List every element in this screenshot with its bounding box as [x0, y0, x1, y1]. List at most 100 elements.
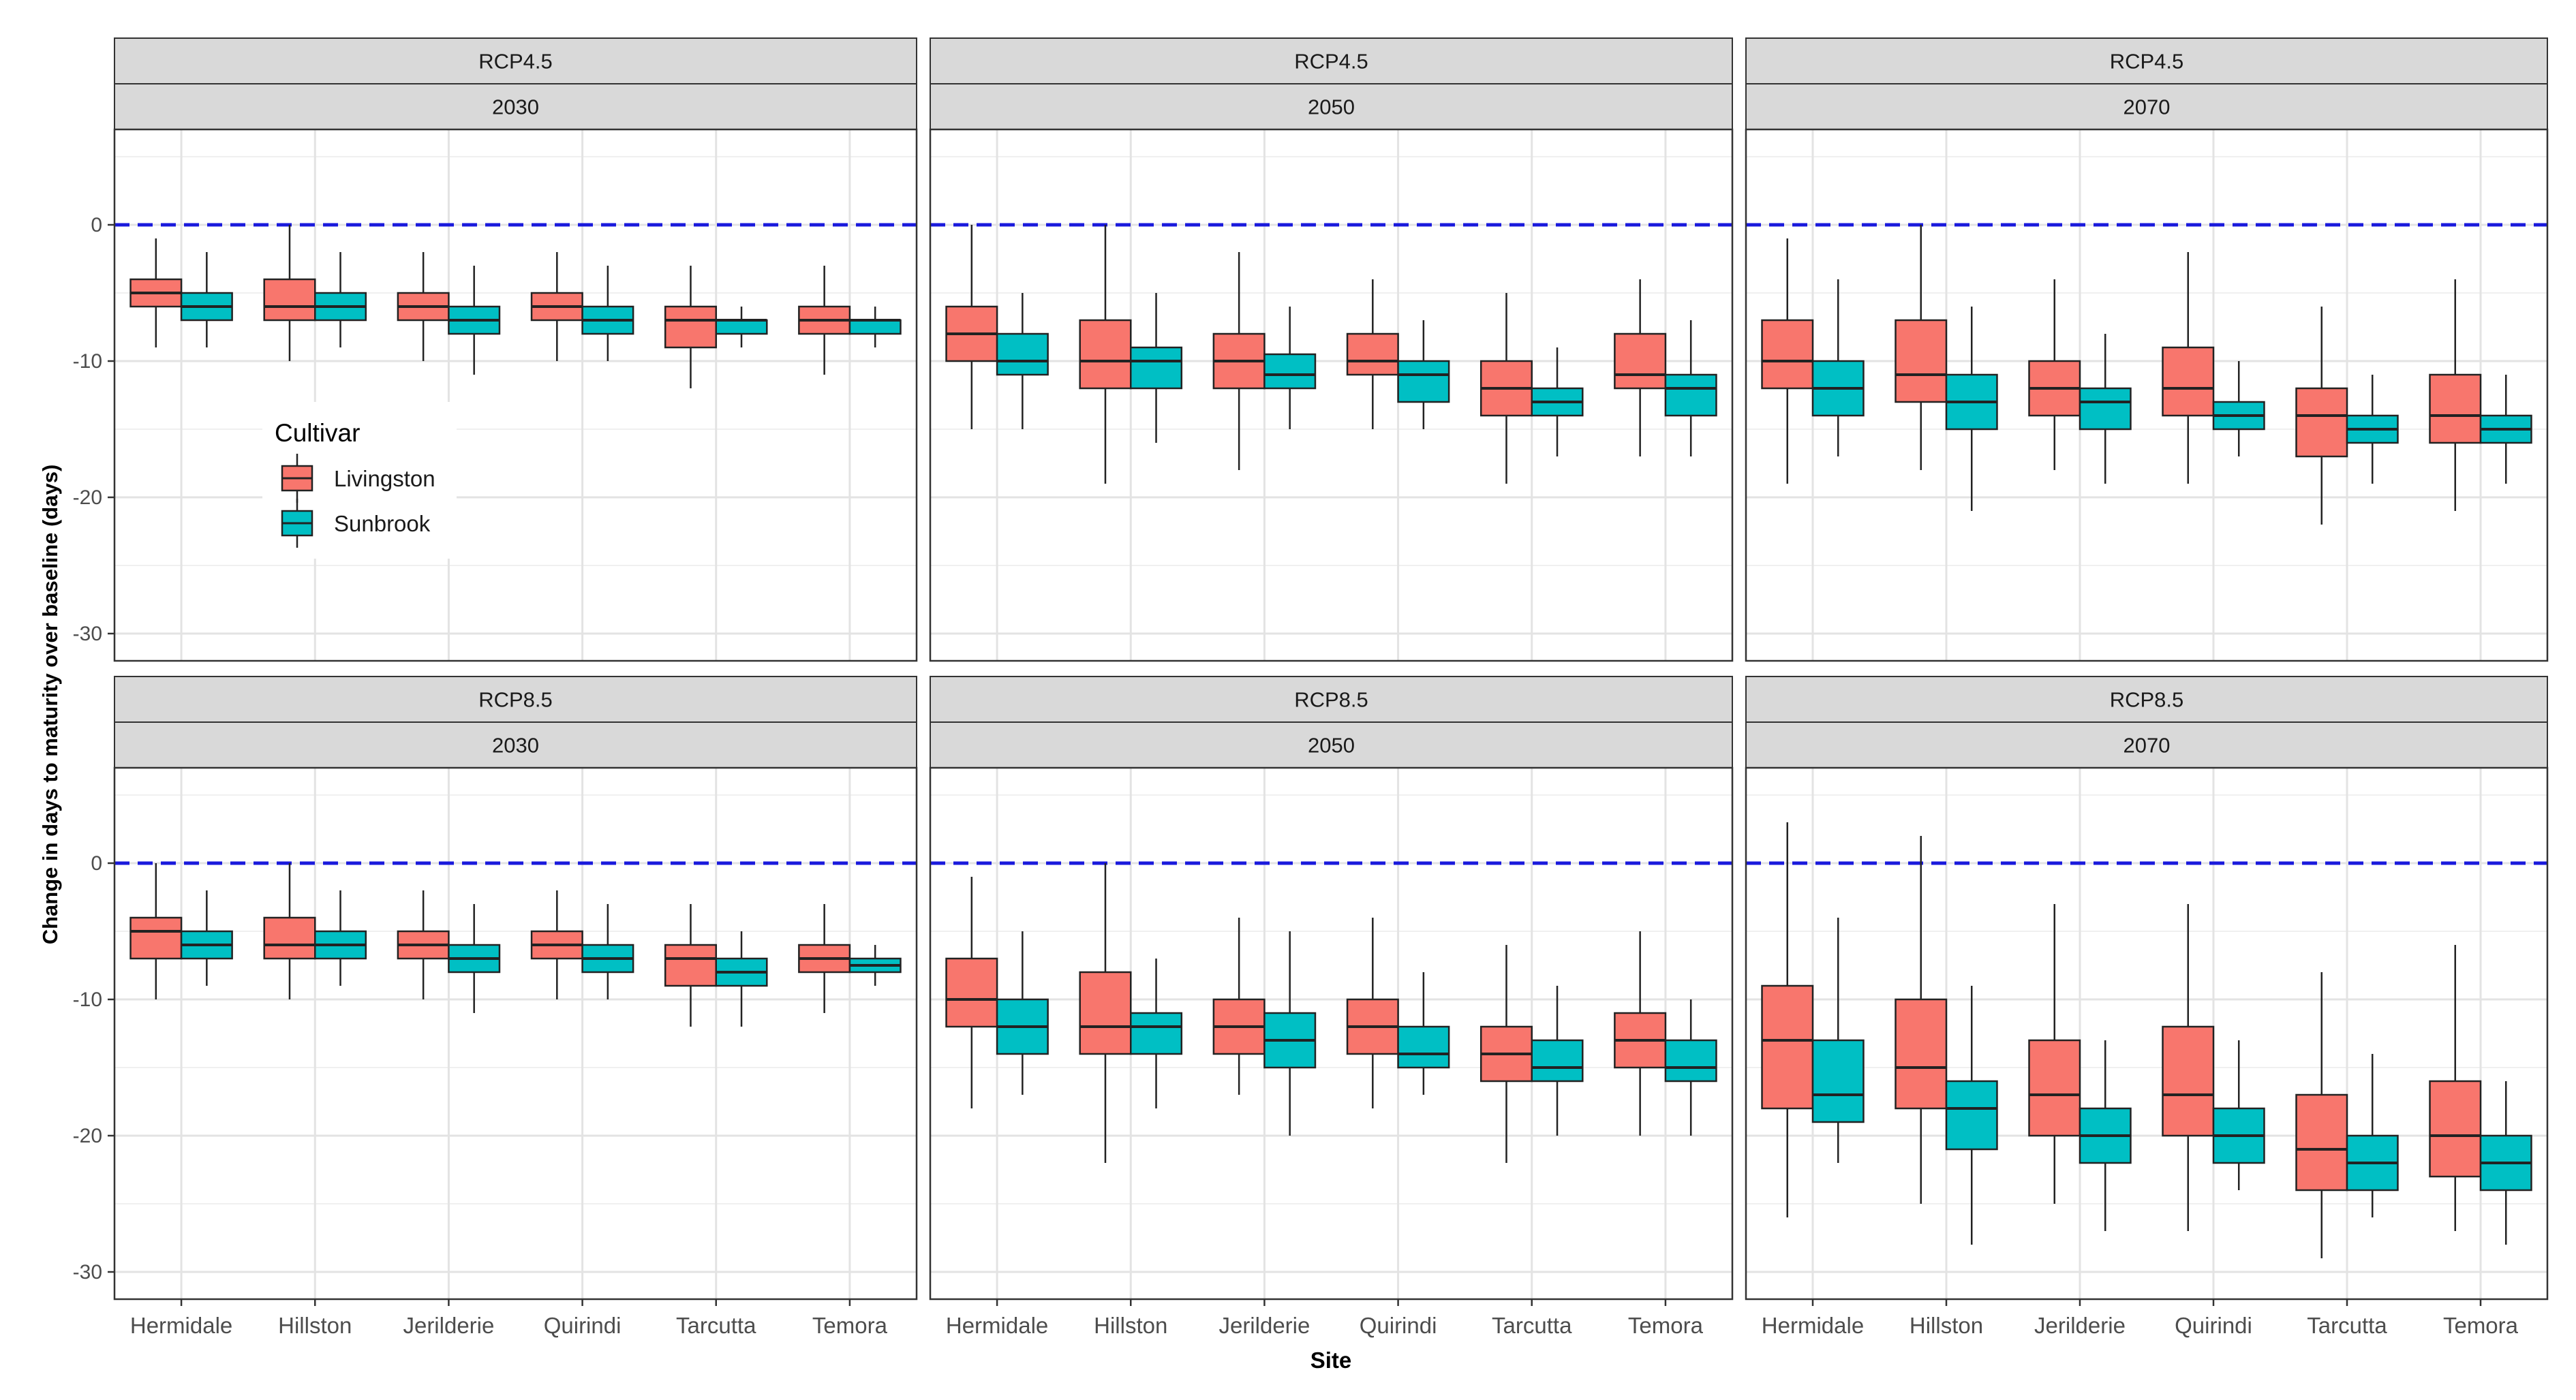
box-livingston-hillston [1895, 225, 1948, 470]
x-tick-label: Jerilderie [403, 1313, 494, 1338]
y-tick-label: 0 [91, 852, 102, 875]
panel-RCP8.5-2050: RCP8.5 2050 Hermidale Hillston Jerilderie Qui… [929, 676, 1734, 1338]
box-body [2162, 346, 2215, 417]
y-tick-label: -30 [73, 1261, 102, 1284]
box-body [129, 916, 183, 960]
box-sunbrook-hermidale [180, 890, 233, 986]
box-livingston-jerilderie [2028, 904, 2081, 1204]
box-sunbrook-quirindi [581, 266, 634, 361]
strip-scenario [114, 37, 917, 84]
box-sunbrook-jerilderie [2079, 1040, 2132, 1231]
strip-year [114, 83, 917, 130]
box-body [1895, 319, 1948, 403]
box-body [1079, 971, 1132, 1055]
box-livingston-hermidale [945, 877, 998, 1108]
x-tick-label: Hermidale [130, 1313, 232, 1338]
box-body [2028, 1039, 2081, 1137]
box-sunbrook-jerilderie [1263, 307, 1317, 429]
box-body [2162, 1025, 2215, 1137]
box-body [1130, 346, 1183, 390]
box-livingston-quirindi [2162, 904, 2215, 1231]
panel-background [114, 129, 917, 661]
box-body [1531, 1039, 1584, 1083]
box-livingston-hillston [1079, 863, 1132, 1163]
box-livingston-hermidale [129, 863, 183, 999]
box-body [263, 916, 316, 960]
x-tick-label: Hermidale [1762, 1313, 1864, 1338]
box-livingston-tarcutta [2295, 307, 2348, 525]
y-tick-label: -20 [73, 486, 102, 509]
box-sunbrook-tarcutta [1531, 986, 1584, 1136]
box-body [1664, 1039, 1717, 1083]
box-sunbrook-hermidale [1811, 918, 1865, 1163]
facet-panels: RCP4.5 2030 0 -10 -20 -30 RCP4.5 2050 RCP4.5 2070… [73, 37, 2549, 1338]
strip-year [1745, 721, 2548, 768]
box-body [715, 319, 768, 335]
box-sunbrook-hillston [1945, 307, 1998, 511]
box-body [664, 305, 717, 349]
strip-year [114, 721, 917, 768]
x-tick-label: Tarcutta [676, 1313, 756, 1338]
panel-background [930, 768, 1732, 1299]
x-tick-label: Hillston [278, 1313, 352, 1338]
panel-RCP4.5-2050: RCP4.5 2050 [929, 37, 1734, 662]
box-livingston-quirindi [530, 890, 583, 999]
box-body [1397, 360, 1450, 403]
strip-scenario [930, 37, 1733, 84]
box-body [1346, 332, 1399, 376]
x-tick-label: Jerilderie [1218, 1313, 1310, 1338]
box-body [664, 944, 717, 987]
box-sunbrook-hermidale [996, 293, 1049, 429]
panel-background [1746, 768, 2547, 1299]
x-tick-label: Temora [812, 1313, 888, 1338]
box-body [263, 278, 316, 322]
y-tick-label: -30 [73, 623, 102, 645]
y-axis-title: Change in days to maturity over baseline… [38, 465, 62, 945]
x-tick-label: Quirindi [2175, 1313, 2252, 1338]
box-sunbrook-quirindi [1397, 972, 1450, 1095]
x-tick-label: Temora [2443, 1313, 2519, 1338]
box-body [2079, 387, 2132, 431]
box-sunbrook-temora [848, 307, 902, 347]
strip-year-label: 2030 [492, 95, 539, 119]
panel-RCP4.5-2070: RCP4.5 2070 [1745, 37, 2549, 662]
box-body [996, 332, 1049, 376]
box-sunbrook-temora [1664, 999, 1717, 1136]
x-axis-title: Site [1310, 1348, 1352, 1373]
box-livingston-quirindi [1346, 279, 1399, 429]
box-sunbrook-quirindi [2212, 1040, 2265, 1190]
box-livingston-jerilderie [397, 252, 450, 361]
x-tick-label: Quirindi [1360, 1313, 1437, 1338]
x-tick-label: Tarcutta [2307, 1313, 2387, 1338]
strip-year [930, 83, 1733, 130]
strip-scenario [114, 676, 917, 723]
box-sunbrook-hermidale [996, 931, 1049, 1095]
x-tick-label: Hillston [1094, 1313, 1167, 1338]
box-sunbrook-quirindi [1397, 320, 1450, 429]
box-livingston-temora [1614, 931, 1667, 1136]
box-body [1761, 984, 1814, 1110]
panel-RCP8.5-2070: RCP8.5 2070 Hermidale Hillston Jerilderie Qui… [1745, 676, 2549, 1338]
box-body [2429, 1080, 2482, 1178]
box-body [1079, 319, 1132, 390]
box-livingston-hermidale [1761, 238, 1814, 484]
box-sunbrook-quirindi [2212, 361, 2265, 456]
panel-background [114, 768, 917, 1299]
panel-border [113, 128, 918, 662]
box-livingston-temora [2429, 279, 2482, 511]
box-sunbrook-jerilderie [1263, 931, 1317, 1136]
box-livingston-jerilderie [397, 890, 450, 999]
x-tick-label: Temora [1628, 1313, 1704, 1338]
panel-RCP8.5-2030: RCP8.5 2030 0 -10 -20 -30 Hermidale Hillston Jer… [73, 676, 918, 1338]
strip-year-label: 2070 [2123, 95, 2171, 119]
box-body [2429, 373, 2482, 444]
box-livingston-hermidale [1761, 822, 1814, 1217]
box-livingston-tarcutta [664, 904, 717, 1027]
box-sunbrook-quirindi [581, 904, 634, 999]
box-sunbrook-hillston [314, 252, 367, 347]
strip-year-label: 2050 [1308, 734, 1355, 758]
box-body [848, 319, 902, 335]
box-livingston-jerilderie [1212, 918, 1266, 1095]
strip-year-label: 2030 [492, 734, 539, 758]
strip-scenario-label: RCP8.5 [1294, 688, 1368, 712]
